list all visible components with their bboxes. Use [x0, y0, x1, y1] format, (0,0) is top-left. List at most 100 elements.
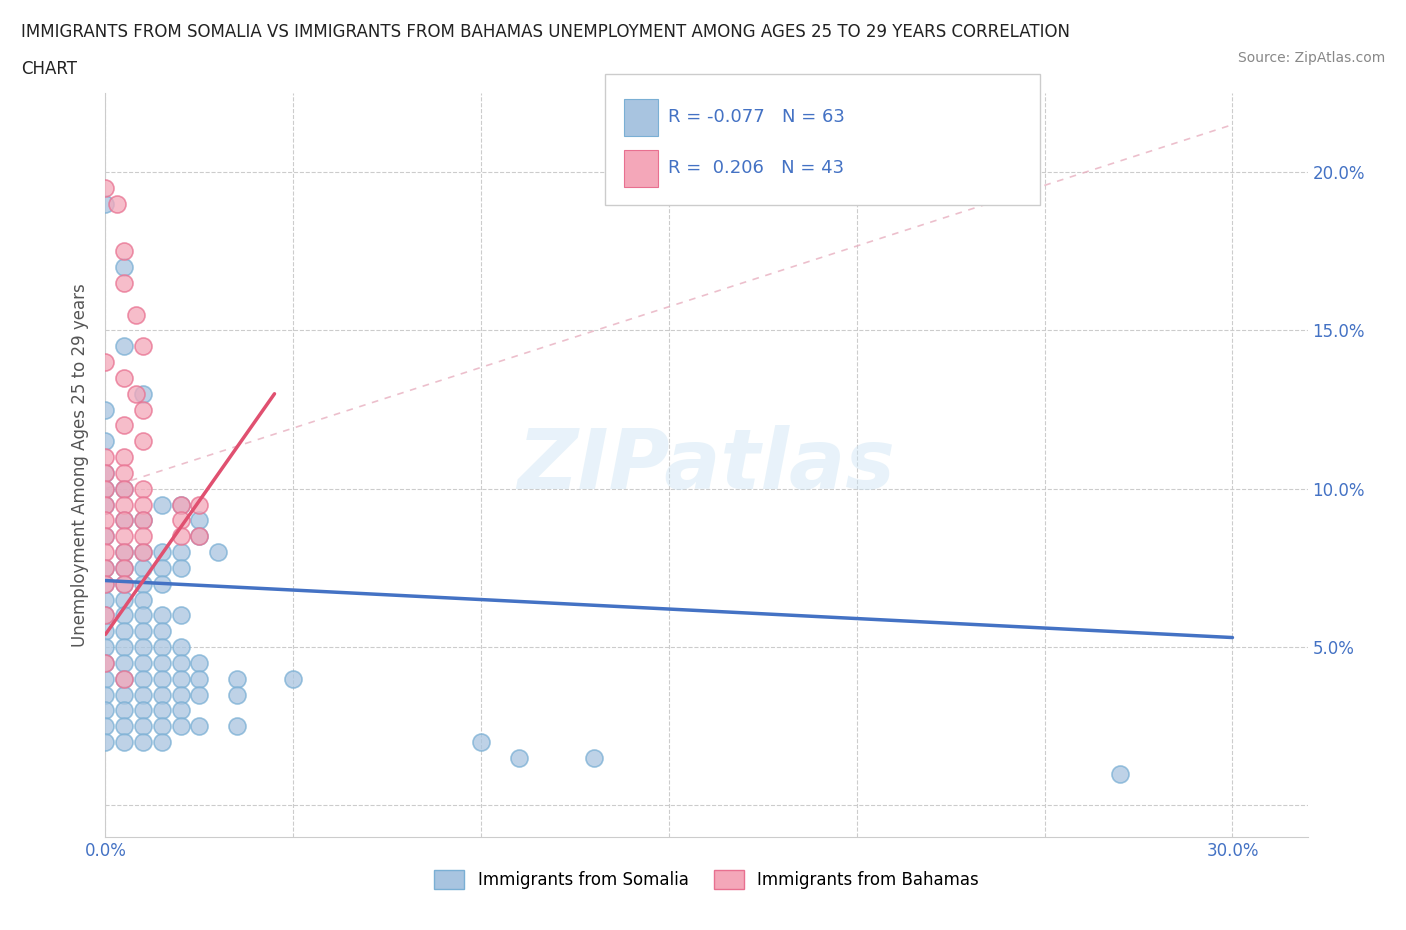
Point	[150, 561, 173, 576]
Point	[150, 498, 173, 512]
Point	[112, 624, 135, 639]
Point	[188, 513, 211, 528]
Point	[132, 703, 155, 718]
Point	[582, 751, 605, 765]
Point	[94, 482, 117, 497]
Point	[94, 513, 117, 528]
Point	[169, 703, 191, 718]
Point	[112, 577, 135, 591]
Point	[169, 498, 191, 512]
Point	[112, 482, 135, 497]
Point	[169, 545, 191, 560]
Point	[94, 529, 117, 544]
Point	[132, 577, 155, 591]
Point	[132, 482, 155, 497]
Point	[124, 386, 146, 401]
Point	[112, 719, 135, 734]
Text: Source: ZipAtlas.com: Source: ZipAtlas.com	[1237, 51, 1385, 65]
Point	[112, 513, 135, 528]
Point	[470, 735, 492, 750]
Point	[112, 370, 135, 385]
Point	[94, 671, 117, 686]
Point	[150, 624, 173, 639]
Point	[112, 545, 135, 560]
Point	[94, 687, 117, 702]
Point	[112, 418, 135, 432]
Point	[188, 687, 211, 702]
Point	[94, 466, 117, 481]
Point	[169, 498, 191, 512]
Point	[94, 449, 117, 464]
Point	[94, 656, 117, 671]
Point	[150, 545, 173, 560]
Point	[112, 244, 135, 259]
Point	[112, 513, 135, 528]
Point	[112, 671, 135, 686]
Point	[112, 259, 135, 274]
Point	[112, 703, 135, 718]
Point	[112, 561, 135, 576]
Point	[169, 687, 191, 702]
Point	[169, 561, 191, 576]
Point	[94, 482, 117, 497]
Point	[132, 545, 155, 560]
Point	[132, 433, 155, 448]
Point	[112, 466, 135, 481]
Point	[132, 513, 155, 528]
Point	[112, 339, 135, 353]
Point	[124, 307, 146, 322]
Point	[94, 608, 117, 623]
Text: IMMIGRANTS FROM SOMALIA VS IMMIGRANTS FROM BAHAMAS UNEMPLOYMENT AMONG AGES 25 TO: IMMIGRANTS FROM SOMALIA VS IMMIGRANTS FR…	[21, 23, 1070, 41]
Point	[169, 671, 191, 686]
Point	[112, 687, 135, 702]
Point	[169, 640, 191, 655]
Point	[226, 671, 249, 686]
Point	[112, 529, 135, 544]
Point	[150, 640, 173, 655]
Point	[112, 592, 135, 607]
Point	[132, 719, 155, 734]
Point	[132, 624, 155, 639]
Point	[94, 735, 117, 750]
Point	[226, 719, 249, 734]
Point	[112, 275, 135, 290]
Point	[150, 687, 173, 702]
Point	[105, 196, 128, 211]
Point	[132, 640, 155, 655]
Point	[132, 561, 155, 576]
Point	[188, 671, 211, 686]
Point	[94, 624, 117, 639]
Point	[94, 498, 117, 512]
Point	[94, 608, 117, 623]
Point	[132, 498, 155, 512]
Point	[283, 671, 305, 686]
Point	[94, 703, 117, 718]
Point	[112, 608, 135, 623]
Point	[150, 577, 173, 591]
Point	[132, 386, 155, 401]
Text: CHART: CHART	[21, 60, 77, 78]
Point	[94, 466, 117, 481]
Text: R =  0.206   N = 43: R = 0.206 N = 43	[668, 159, 844, 178]
Point	[169, 656, 191, 671]
Point	[188, 529, 211, 544]
Point	[94, 577, 117, 591]
Point	[188, 719, 211, 734]
Point	[207, 545, 229, 560]
Point	[508, 751, 530, 765]
Legend: Immigrants from Somalia, Immigrants from Bahamas: Immigrants from Somalia, Immigrants from…	[427, 863, 986, 896]
Point	[1108, 766, 1130, 781]
Point	[169, 719, 191, 734]
Point	[94, 656, 117, 671]
Point	[94, 592, 117, 607]
Point	[132, 402, 155, 417]
Point	[132, 592, 155, 607]
Point	[150, 703, 173, 718]
Point	[94, 640, 117, 655]
Text: ZIPatlas: ZIPatlas	[517, 424, 896, 506]
Point	[132, 529, 155, 544]
Point	[112, 640, 135, 655]
Point	[112, 449, 135, 464]
Point	[112, 561, 135, 576]
Point	[150, 608, 173, 623]
